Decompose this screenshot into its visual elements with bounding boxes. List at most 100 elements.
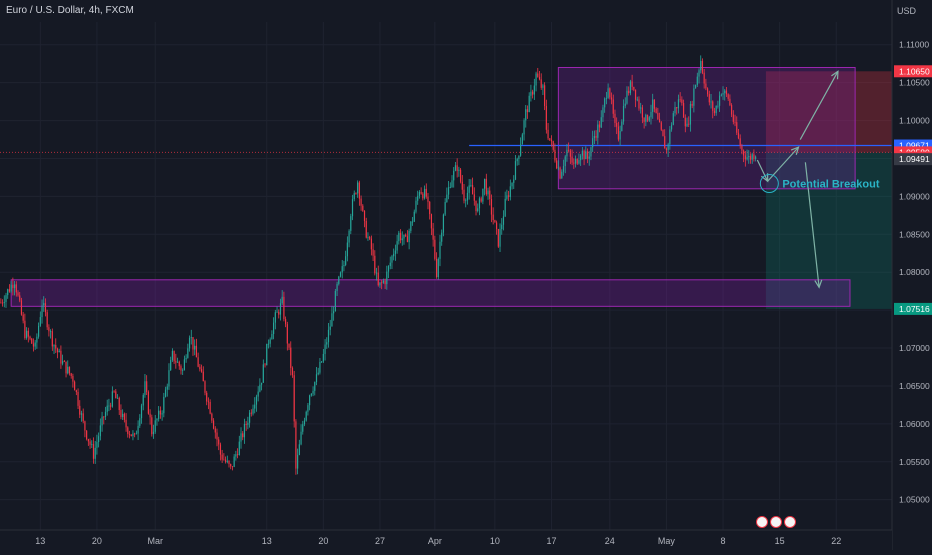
x-tick-label: 17 <box>546 536 556 546</box>
candle-body <box>242 433 244 438</box>
candle-body <box>429 201 431 215</box>
candle-body <box>381 282 383 284</box>
candle-body <box>336 283 338 291</box>
candle-body <box>657 112 659 120</box>
us-flag-icon[interactable] <box>770 516 782 528</box>
candle-body <box>557 167 559 169</box>
candle-body <box>415 200 417 212</box>
chart-title: Euro / U.S. Dollar, 4h, FXCM <box>6 5 134 16</box>
candle-body <box>441 232 443 242</box>
breakout-circle <box>759 173 779 193</box>
candle-body <box>377 272 379 286</box>
y-tick-label: 1.09000 <box>899 191 930 201</box>
resistance-zone <box>557 66 856 190</box>
candle-body <box>262 364 264 383</box>
candle-body <box>492 214 494 221</box>
candle-body <box>696 76 698 85</box>
candle-body <box>7 289 9 296</box>
candle-body <box>80 413 83 415</box>
candle-body <box>158 410 160 420</box>
candle-body <box>288 343 290 348</box>
time-axis <box>0 530 892 550</box>
candle-body <box>0 302 2 304</box>
candle-body <box>146 381 148 392</box>
candle-body <box>315 374 318 383</box>
candle-body <box>188 337 191 349</box>
candle-body <box>396 241 398 251</box>
candle-body <box>652 99 654 112</box>
candle-body <box>84 421 86 431</box>
candle-body <box>406 236 409 243</box>
candle-body <box>358 182 360 199</box>
candle-body <box>712 101 714 111</box>
candle-body <box>20 300 23 315</box>
candle-body <box>466 192 469 201</box>
candle-body <box>319 362 321 373</box>
candle-body <box>113 391 115 393</box>
candle-body <box>700 60 702 71</box>
candle-body <box>688 123 690 125</box>
candle-body <box>92 444 95 459</box>
candle-body <box>724 90 726 94</box>
candle-body <box>499 229 501 247</box>
candle-body <box>195 345 198 358</box>
candle-body <box>643 117 645 122</box>
event-flags[interactable] <box>756 516 796 528</box>
candle-body <box>154 420 156 432</box>
candle-body <box>110 405 112 407</box>
candle-body <box>494 220 496 223</box>
candle-body <box>633 86 635 90</box>
candle-body <box>185 357 187 360</box>
candle-body <box>667 144 669 150</box>
candle-body <box>164 389 167 397</box>
candle-body <box>156 419 158 421</box>
candle-body <box>125 419 127 428</box>
candle-body <box>518 155 520 159</box>
candle-body <box>101 416 103 426</box>
price-label: 1.07516 <box>899 304 930 314</box>
candle-body <box>365 220 367 238</box>
projection-arrow <box>804 162 820 288</box>
candle-body <box>737 132 740 139</box>
candle-body <box>391 256 393 263</box>
candle-body <box>538 76 541 80</box>
us-flag-icon[interactable] <box>756 516 768 528</box>
x-tick-label: 24 <box>605 536 615 546</box>
candle-body <box>355 193 357 194</box>
candle-body <box>346 242 348 257</box>
candle-body <box>430 214 433 229</box>
candle-body <box>3 301 5 303</box>
candle-body <box>62 361 64 364</box>
candle-body <box>573 162 575 164</box>
candle-body <box>255 396 258 405</box>
candle-body <box>39 317 41 326</box>
candle-body <box>521 134 523 145</box>
candle-body <box>46 312 48 328</box>
candle-body <box>727 94 729 99</box>
x-tick-label: 10 <box>490 536 500 546</box>
candle-body <box>514 161 517 180</box>
candle-body <box>53 344 55 347</box>
candle-body <box>331 313 333 327</box>
candle-body <box>24 320 26 338</box>
candle-body <box>384 280 386 285</box>
candle-body <box>401 238 403 241</box>
us-flag-icon[interactable] <box>784 516 796 528</box>
candle-body <box>578 160 580 164</box>
candle-body <box>669 129 671 145</box>
candle-body <box>12 284 14 289</box>
candle-body <box>139 418 141 426</box>
candle-body <box>200 369 203 372</box>
candle-body <box>312 390 314 394</box>
candle-body <box>684 117 686 127</box>
candle-body <box>187 348 189 358</box>
candle-body <box>82 413 84 422</box>
candle-body <box>607 88 609 99</box>
candle-body <box>264 364 266 366</box>
candle-body <box>274 312 276 323</box>
candle-body <box>147 391 149 414</box>
candle-body <box>405 234 407 237</box>
candle-body <box>152 431 155 435</box>
